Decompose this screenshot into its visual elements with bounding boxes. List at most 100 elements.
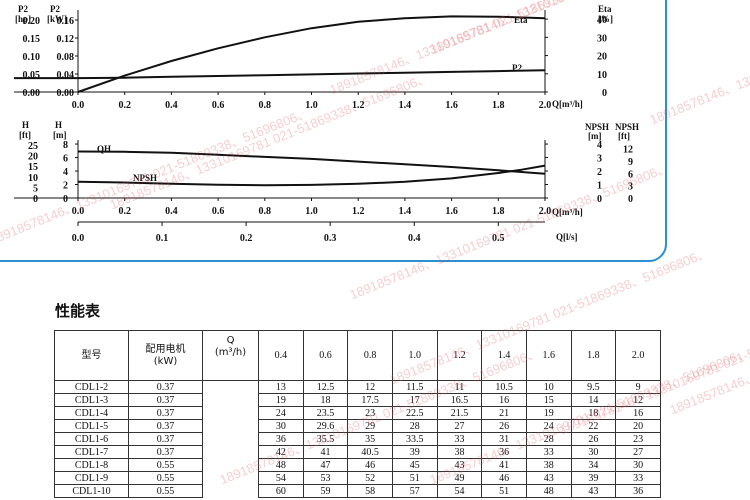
lower-right-tick-label: 3 (597, 154, 602, 165)
upper-left-axis-unit-top: P2 (18, 4, 28, 14)
head-cell: 27 (436, 419, 483, 433)
lower-left-tick-label: 5 (33, 183, 38, 194)
flow-header-cell: 2.0 (615, 330, 661, 381)
head-cell: 60 (258, 484, 304, 498)
flow-spacer-cell (202, 406, 259, 420)
head-cell: 26 (481, 419, 527, 433)
table-row: CDL1-2 0.37 13 12.5 12 11.5 11 10.5 10 9.5 9 (54, 380, 661, 394)
flow-header-cell: 1.0 (391, 330, 438, 381)
head-cell: 10 (525, 380, 572, 394)
head-cell: 46 (347, 458, 393, 472)
model-cell: CDL1-5 (54, 419, 129, 433)
head-cell: 43 (436, 458, 483, 472)
upper-x-tick-label: 0.6 (212, 100, 225, 111)
flow-header-cell: 0.4 (258, 330, 304, 381)
head-cell: 59 (302, 484, 349, 498)
upper-x-tick-label: 0.0 (72, 100, 85, 111)
head-cell: 31 (481, 432, 527, 446)
model-cell: CDL1-4 (54, 406, 129, 420)
lower-right-axis-unit-bottom: [m] (588, 131, 602, 141)
flow-spacer-cell (202, 445, 259, 459)
head-cell: 23 (615, 432, 661, 446)
head-cell: 12 (615, 393, 661, 407)
npsh-series-label: NPSH (133, 173, 157, 183)
lower-x-tick-label: 1.4 (399, 206, 412, 217)
upper-x-tick-label: 0.4 (165, 100, 178, 111)
head-cell: 30 (258, 419, 304, 433)
head-cell: 28 (391, 419, 438, 433)
head-cell: 47 (302, 458, 349, 472)
head-cell: 13 (258, 380, 304, 394)
head-cell: 10.5 (481, 380, 527, 394)
lower-right2-tick-label: 12 (623, 145, 633, 156)
head-cell: 27 (615, 445, 661, 459)
motor-cell: 0.37 (128, 380, 203, 394)
flow-spacer-cell (202, 458, 259, 472)
lower-left-tick-label: 15 (28, 162, 38, 173)
model-cell: CDL1-3 (54, 393, 129, 407)
head-cell: 9 (615, 380, 661, 394)
lower-left-axis-unit-top: H (22, 120, 29, 130)
head-cell: 33.5 (391, 432, 438, 446)
lower-right2-tick-label: 3 (628, 182, 633, 193)
head-cell: 9.5 (570, 380, 617, 394)
upper-left-tick-label: 0.20 (23, 16, 41, 27)
head-cell: 17.5 (347, 393, 393, 407)
head-cell: 52 (347, 471, 393, 485)
head-cell: 53 (302, 471, 349, 485)
table-body: CDL1-2 0.37 13 12.5 12 11.5 11 10.5 10 9.5 9 CDL1-3… (54, 380, 661, 498)
motor-cell: 0.55 (128, 471, 203, 485)
head-cell: 19 (525, 406, 572, 420)
head-cell: 33 (525, 445, 572, 459)
upper-left-tick-label: 0.05 (23, 70, 41, 81)
lower-x-tick-label: 0.2 (118, 206, 131, 217)
upper-left-tick-label: 0.10 (23, 52, 41, 63)
lower-x-tick-label: 1.0 (305, 206, 318, 217)
flow-spacer-cell (202, 484, 259, 498)
lower-right-axis-unit-top: NPSH (585, 122, 609, 132)
header-motor-line1: 配用电机 (145, 343, 186, 355)
motor-cell: 0.37 (128, 432, 203, 446)
lower-left2-tick-label: 0 (63, 194, 68, 205)
head-cell: 12 (347, 380, 393, 394)
table-row: CDL1-4 0.37 24 23.5 23 22.5 21.5 21 19 18 16 (54, 406, 661, 420)
lower-x-tick-label: 1.6 (445, 206, 458, 217)
lower-right-tick-label: 4 (597, 140, 602, 151)
flow-spacer-cell (202, 380, 259, 394)
upper-right-tick-label: 30 (597, 33, 607, 44)
lower-left2-tick-label: 6 (63, 154, 68, 165)
head-cell: 30 (615, 458, 661, 472)
table-row: CDL1-9 0.55 54 53 52 51 49 46 43 39 33 (54, 471, 661, 485)
table-row: CDL1-10 0.55 60 59 58 57 54 51 48 43 36 (54, 484, 661, 498)
flow-header-cell: 0.8 (347, 330, 393, 381)
motor-cell: 0.37 (128, 419, 203, 433)
head-cell: 43 (525, 471, 572, 485)
flow-header-cell: 1.6 (525, 330, 572, 381)
table-row: CDL1-7 0.37 42 41 40.5 39 38 36 33 30 27 (54, 445, 661, 459)
lower-right2-tick-label: 9 (628, 157, 633, 168)
lower-right2-axis-unit-top: NPSH (615, 122, 639, 132)
lower-left-tick-label: 25 (28, 141, 38, 152)
upper-x-tick-label: 1.0 (305, 100, 318, 111)
head-cell: 40.5 (347, 445, 393, 459)
lower-x-tick-label: 1.2 (352, 206, 365, 217)
lower-x-tick-label: 1.8 (492, 206, 505, 217)
qh-series-label: QH (97, 144, 111, 154)
flow-spacer-cell (202, 393, 259, 407)
lower-left2-axis-unit-bottom: [m] (53, 130, 67, 140)
header-flow-line1: Q (226, 335, 235, 346)
header-motor: 配用电机 (kW) (128, 330, 203, 381)
flow-spacer-cell (202, 419, 259, 433)
lower-right-tick-label: 1 (597, 181, 602, 192)
flow-header-cell: 1.2 (436, 330, 483, 381)
table-row: CDL1-5 0.37 30 29.6 29 28 27 26 24 22 20 (54, 419, 661, 433)
upper-x-tick-label: 1.4 (399, 100, 412, 111)
head-cell: 19 (258, 393, 304, 407)
performance-table: 型号 配用电机 (kW) Q (m³/h) 0.4 0.6 0.8 1.0 1.… (54, 330, 661, 498)
motor-cell: 0.37 (128, 393, 203, 407)
head-cell: 26 (570, 432, 617, 446)
model-cell: CDL1-10 (54, 484, 129, 498)
head-cell: 57 (391, 484, 438, 498)
motor-cell: 0.55 (128, 484, 203, 498)
head-cell: 21 (481, 406, 527, 420)
